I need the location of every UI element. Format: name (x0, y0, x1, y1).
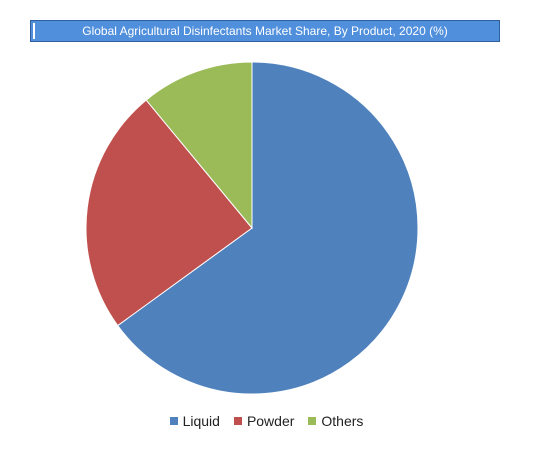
legend-label-powder: Powder (246, 413, 295, 429)
pie-slice-powder (85, 99, 253, 327)
legend-swatch-powder (233, 417, 242, 425)
legend-label-liquid: Liquid (182, 413, 220, 429)
legend-item-liquid: Liquid (169, 413, 220, 429)
pie-slice-others (145, 61, 253, 230)
pie-slice-liquid (117, 61, 419, 395)
chart-title-bar: Global Agricultural Disinfectants Market… (30, 20, 500, 42)
legend-swatch-liquid (169, 417, 178, 425)
chart-legend: Liquid Powder Others (0, 413, 533, 429)
legend-swatch-others (308, 417, 317, 425)
legend-label-others: Others (321, 413, 364, 429)
legend-item-others: Others (308, 413, 363, 429)
legend-item-powder: Powder (233, 413, 295, 429)
chart-title: Global Agricultural Disinfectants Market… (82, 24, 448, 38)
